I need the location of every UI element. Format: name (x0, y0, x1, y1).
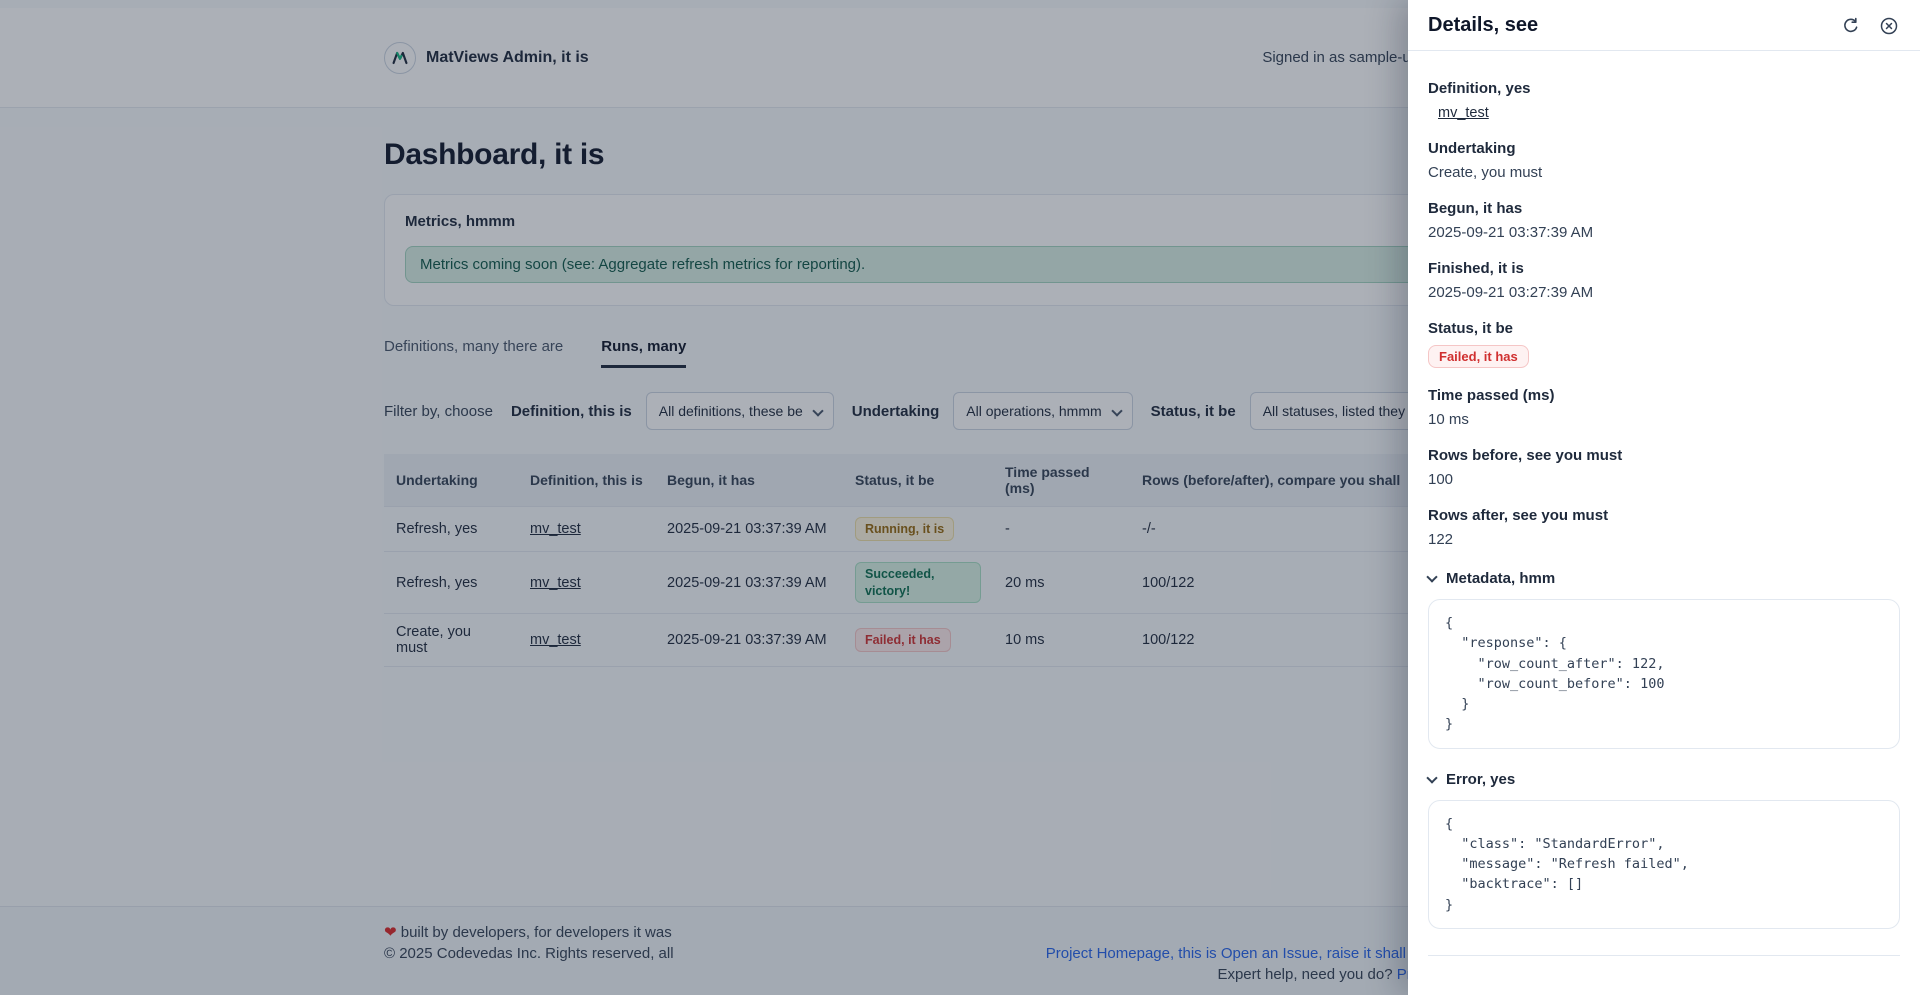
finished-label: Finished, it is (1428, 260, 1524, 277)
details-panel: Details, see Definition, yes mv_test Und… (1408, 0, 1920, 995)
metadata-json-block: { "response": { "row_count_after": 122, … (1428, 599, 1900, 749)
metrics-card: Metrics, hmmm Metrics coming soon (see: … (384, 194, 1536, 306)
cell-begun: 2025-09-21 03:37:39 AM (655, 505, 843, 552)
filter-bar: Filter by, choose Definition, this is Al… (384, 392, 1536, 430)
definition-link[interactable]: mv_test (1438, 105, 1489, 121)
operation-label: Undertaking (1428, 140, 1516, 157)
tab-bar: Definitions, many there are Runs, many (384, 338, 1536, 368)
heart-icon: ❤ (384, 924, 397, 941)
filter-operation-label: Undertaking (851, 402, 940, 420)
duration-label: Time passed (ms) (1428, 387, 1555, 404)
error-json-block: { "class": "StandardError", "message": "… (1428, 799, 1900, 929)
brand-name: MatViews Admin, it is (426, 48, 589, 66)
brand[interactable]: MatViews Admin, it is (384, 41, 589, 74)
begun-value: 2025-09-21 03:37:39 AM (1428, 224, 1594, 241)
definition-filter-select[interactable]: All definitions, these be (645, 392, 834, 430)
chevron-down-icon (1426, 771, 1438, 784)
footer-copyright: © 2025 Codevedas Inc. Rights reserved, a… (384, 945, 674, 962)
definition-link[interactable]: mv_test (530, 574, 581, 591)
refresh-icon[interactable] (1840, 15, 1862, 37)
col-status: Status, it be (843, 454, 993, 507)
definition-label: Definition, yes (1428, 80, 1531, 97)
operation-value: Create, you must (1428, 164, 1543, 181)
page-top-gap (0, 0, 1920, 8)
duration-value: 10 ms (1428, 411, 1469, 428)
page-content: Dashboard, it is Metrics, hmmm Metrics c… (0, 108, 1920, 906)
finished-value: 2025-09-21 03:27:39 AM (1428, 284, 1594, 301)
operation-filter-select[interactable]: All operations, hmmm (953, 392, 1133, 430)
close-icon[interactable] (1878, 15, 1900, 37)
page-title: Dashboard, it is (384, 138, 605, 171)
error-section-toggle[interactable]: Error, yes (1426, 770, 1900, 788)
filter-definition-label: Definition, this is (510, 402, 632, 420)
footer-made-text: built by developers, for developers it w… (400, 924, 672, 941)
definition-filter-value: All definitions, these be (658, 403, 803, 419)
operation-filter-value: All operations, hmmm (966, 403, 1102, 419)
tab-definitions[interactable]: Definitions, many there are (384, 338, 564, 355)
error-section-title: Error, yes (1446, 770, 1516, 788)
status-label: Status, it be (1428, 320, 1514, 337)
status-badge: Succeeded, victory! (855, 562, 981, 603)
definition-link[interactable]: mv_test (530, 631, 581, 648)
footer-homepage-link[interactable]: Project Homepage, this is (1045, 945, 1217, 962)
rows-after-value: 122 (1428, 531, 1454, 548)
cell-operation: Create, you must (384, 612, 518, 667)
status-badge: Running, it is (855, 517, 955, 542)
filter-lead-label: Filter by, choose (384, 402, 493, 420)
col-time: Time passed (ms) (993, 454, 1130, 507)
table-row[interactable]: Refresh, yes mv_test 2025-09-21 03:37:39… (384, 505, 1536, 552)
matviews-logo-icon (384, 41, 416, 74)
cell-operation: Refresh, yes (384, 505, 518, 552)
begun-label: Begun, it has (1428, 200, 1523, 217)
cell-time: 20 ms (993, 551, 1130, 614)
metadata-section-title: Metadata, hmm (1446, 570, 1556, 587)
cell-begun: 2025-09-21 03:37:39 AM (655, 612, 843, 667)
details-panel-title: Details, see (1428, 14, 1539, 36)
rows-after-label: Rows after, see you must (1428, 507, 1609, 524)
chevron-down-icon (1426, 571, 1438, 583)
tab-runs[interactable]: Runs, many (601, 338, 687, 368)
metrics-notice: Metrics coming soon (see: Aggregate refr… (405, 246, 1515, 283)
cell-time: - (993, 505, 1130, 552)
status-badge: Failed, it has (855, 627, 951, 652)
rows-before-label: Rows before, see you must (1428, 447, 1623, 464)
panel-footer-divider (1428, 954, 1900, 956)
cell-time: 10 ms (993, 612, 1130, 667)
metadata-section-toggle[interactable]: Metadata, hmm (1426, 570, 1900, 587)
col-undertaking: Undertaking (384, 454, 518, 507)
footer-support-prefix: Expert help, need you do? (1217, 966, 1397, 983)
cell-begun: 2025-09-21 03:37:39 AM (655, 551, 843, 614)
definition-link[interactable]: mv_test (530, 521, 581, 538)
status-badge: Failed, it has (1428, 345, 1529, 368)
filter-status-label: Status, it be (1150, 402, 1236, 420)
status-filter-value: All statuses, listed they are (1262, 403, 1430, 419)
footer-issue-link[interactable]: Open an Issue, raise it shall (1220, 945, 1406, 962)
rows-before-value: 100 (1428, 471, 1454, 488)
metrics-card-title: Metrics, hmmm (405, 213, 516, 230)
footer-made-line: ❤ built by developers, for developers it… (384, 922, 674, 943)
cell-operation: Refresh, yes (384, 551, 518, 614)
col-definition: Definition, this is (518, 454, 655, 507)
col-begun: Begun, it has (655, 454, 843, 507)
